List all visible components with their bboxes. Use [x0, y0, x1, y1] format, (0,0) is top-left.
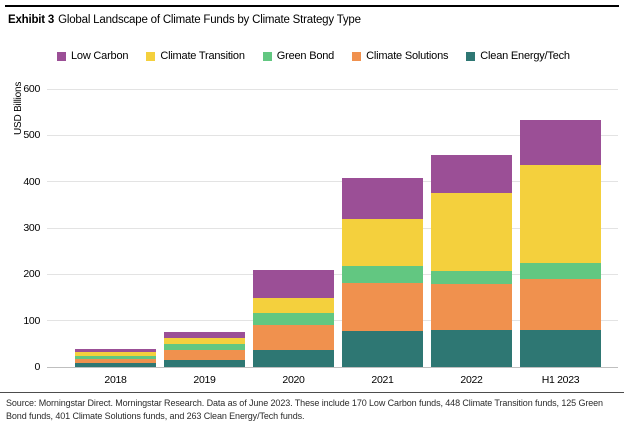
bar-2022: [431, 89, 512, 367]
legend-item-green-bond: Green Bond: [262, 50, 335, 62]
gridline-300: [47, 227, 618, 229]
legend-item-climate-solutions: Climate Solutions: [352, 50, 448, 62]
legend-label-green-bond: Green Bond: [276, 50, 335, 62]
gridline-400: [47, 181, 618, 183]
bar-segment-climate-solutions: [431, 283, 512, 331]
y-tick-label-0: 0: [34, 361, 40, 373]
x-axis-label-h1-2023: H1 2023: [541, 374, 580, 386]
chart-legend: Low Carbon Climate Transition Green Bond Cl…: [57, 50, 570, 62]
bar-segment-clean-energy-tech: [520, 329, 601, 367]
bar-segment-low-carbon: [164, 332, 245, 338]
x-axis-label-2020: 2020: [282, 374, 305, 386]
bar-segment-clean-energy-tech: [342, 331, 423, 367]
exhibit-label: Exhibit 3: [8, 14, 55, 26]
bar-segment-low-carbon: [431, 155, 512, 194]
y-tick-label-600: 600: [23, 83, 40, 95]
legend-label-clean-energy-tech: Clean Energy/Tech: [480, 50, 570, 62]
bar-segment-climate-solutions: [342, 282, 423, 332]
bar-segment-clean-energy-tech: [75, 363, 156, 367]
footer-divider: [0, 392, 624, 393]
y-tick-label-500: 500: [23, 129, 40, 142]
top-divider: [5, 5, 619, 7]
legend-item-clean-energy-tech: Clean Energy/Tech: [466, 50, 570, 62]
x-axis-label-2021: 2021: [371, 374, 394, 386]
x-axis-label-2019: 2019: [193, 374, 216, 386]
bar-segment-climate-transition: [342, 219, 423, 267]
bar-2018: [75, 89, 156, 367]
y-tick-label-200: 200: [23, 268, 40, 281]
bar-segment-green-bond: [431, 271, 512, 284]
bar-segment-climate-solutions: [75, 359, 156, 364]
bar-segment-clean-energy-tech: [253, 350, 334, 367]
bar-segment-climate-transition: [164, 337, 245, 344]
bar-segment-low-carbon: [342, 177, 423, 220]
bar-segment-climate-solutions: [164, 349, 245, 360]
plot-area: 0 100 200 300 400 500 600 2018 2019 2020 2021 2022 H…: [23, 83, 618, 386]
gridline-0: [47, 366, 618, 368]
bar-segment-low-carbon: [75, 349, 156, 352]
bar-segment-climate-transition: [75, 351, 156, 356]
bar-segment-low-carbon: [520, 119, 601, 165]
gridline-500: [47, 134, 618, 136]
legend-swatch-climate-transition: [146, 51, 156, 61]
x-axis-label-2022: 2022: [460, 374, 483, 386]
bar-segment-climate-transition: [520, 164, 601, 264]
exhibit-title-text: Global Landscape of Climate Funds by Cli…: [58, 14, 361, 26]
y-tick-label-300: 300: [23, 222, 40, 234]
bar-segment-low-carbon: [253, 269, 334, 298]
bar-segment-climate-solutions: [520, 278, 601, 330]
legend-item-climate-transition: Climate Transition: [146, 50, 245, 62]
bar-segment-green-bond: [75, 355, 156, 360]
x-axis-label-2018: 2018: [104, 374, 127, 386]
bar-2021: [342, 89, 423, 367]
y-tick-label-400: 400: [23, 175, 40, 188]
legend-swatch-low-carbon: [57, 51, 66, 61]
bar-segment-green-bond: [342, 266, 423, 283]
source-note: Source: Morningstar Direct. Morningstar …: [6, 398, 603, 422]
legend-swatch-clean-energy-tech: [466, 51, 476, 61]
bar-segment-green-bond: [253, 313, 334, 326]
gridline-600: [47, 88, 618, 90]
legend-label-climate-solutions: Climate Solutions: [366, 50, 449, 62]
legend-label-low-carbon: Low Carbon: [71, 50, 129, 62]
exhibit-title: Exhibit 3 Global Landscape of Climate Fun…: [8, 14, 361, 26]
bar-segment-clean-energy-tech: [164, 359, 245, 367]
bar-segment-green-bond: [520, 263, 601, 279]
bar-2020: [253, 89, 334, 367]
bar-segment-clean-energy-tech: [431, 330, 512, 367]
bar-segment-climate-transition: [253, 297, 334, 314]
bar-segment-climate-transition: [431, 193, 512, 272]
bar-segment-green-bond: [164, 343, 245, 350]
legend-swatch-climate-solutions: [352, 51, 362, 61]
bar-2019: [164, 89, 245, 367]
bar-h1-2023: [520, 89, 601, 367]
legend-label-climate-transition: Climate Transition: [160, 50, 245, 62]
legend-swatch-green-bond: [262, 51, 272, 61]
bar-segment-climate-solutions: [253, 325, 334, 351]
y-tick-label-100: 100: [23, 314, 40, 327]
legend-item-low-carbon: Low Carbon: [57, 50, 129, 62]
